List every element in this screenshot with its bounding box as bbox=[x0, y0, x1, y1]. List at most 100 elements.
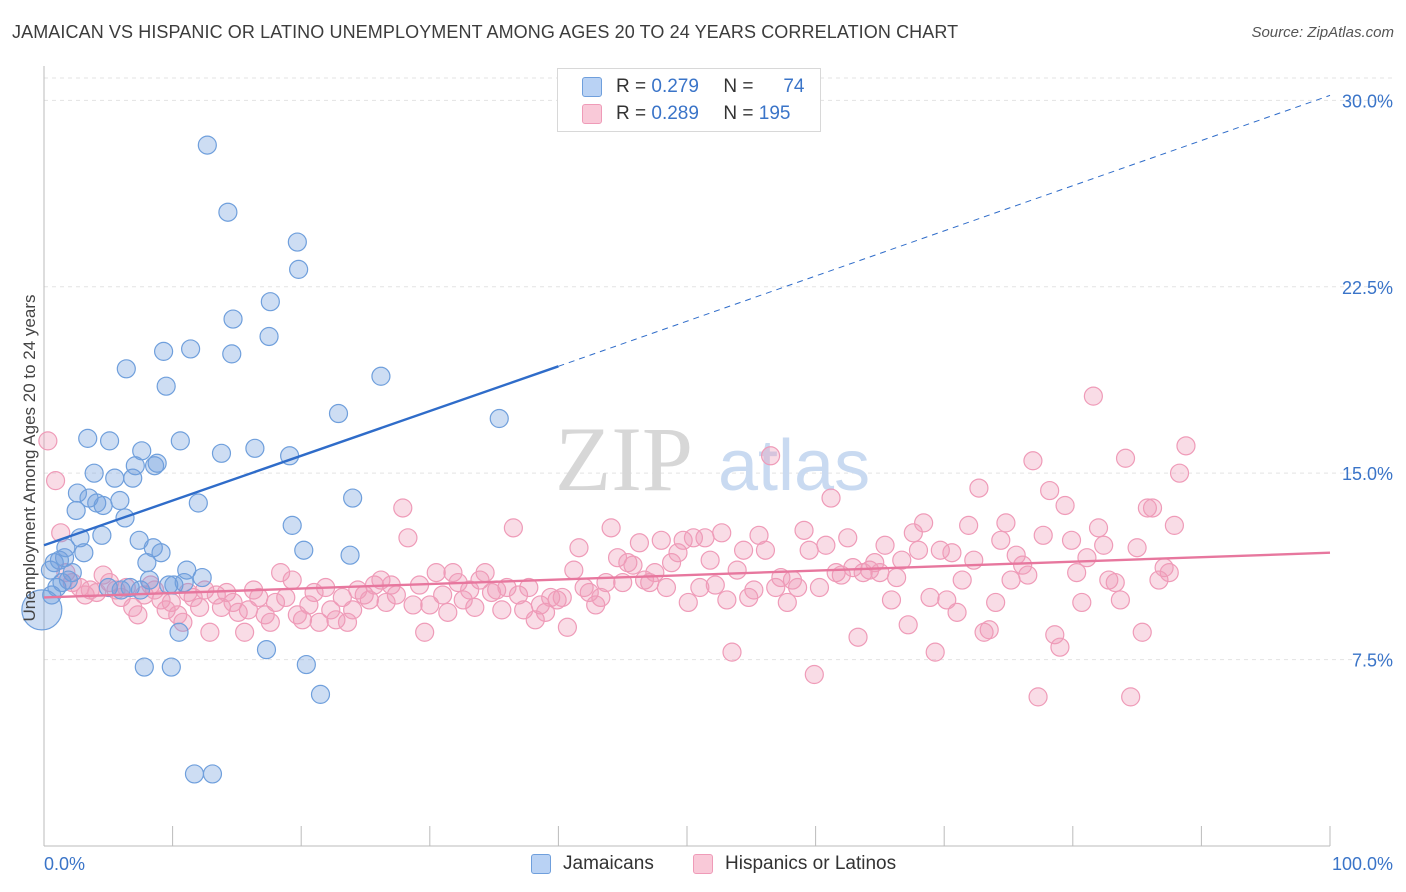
jamaicans-point bbox=[296, 654, 316, 675]
hispanics-point bbox=[760, 446, 781, 466]
jamaicans-point bbox=[123, 468, 143, 488]
hispanics-point bbox=[1159, 563, 1179, 583]
jamaicans-point bbox=[92, 525, 112, 545]
jamaicans-point bbox=[105, 468, 125, 488]
jamaicans-point bbox=[78, 428, 98, 448]
jamaicans-point bbox=[21, 589, 63, 631]
jamaicans-point bbox=[197, 135, 217, 155]
hispanics-point bbox=[695, 528, 715, 548]
hispanics-point bbox=[996, 513, 1016, 533]
hispanics-point bbox=[93, 565, 113, 585]
hispanics-point bbox=[744, 580, 764, 600]
jamaicans-point bbox=[188, 493, 208, 513]
hispanics-point bbox=[898, 615, 918, 635]
hispanics-point bbox=[892, 550, 912, 570]
hispanics-point bbox=[433, 585, 453, 605]
jamaicans-point bbox=[99, 431, 120, 451]
hispanics-point bbox=[453, 590, 473, 610]
hispanics-point bbox=[1088, 518, 1109, 538]
hispanics-point bbox=[1142, 498, 1163, 518]
jamaicans-points bbox=[21, 135, 509, 784]
n-label: N = bbox=[723, 76, 754, 97]
hispanics-point bbox=[271, 563, 291, 583]
hispanics-point bbox=[426, 563, 446, 583]
hispanics-point bbox=[903, 523, 923, 543]
hispanics-point bbox=[465, 597, 485, 617]
hispanics-point bbox=[38, 431, 58, 451]
hispanics-point bbox=[200, 622, 220, 642]
y-tick-label: 15.0% bbox=[1342, 464, 1393, 484]
jamaicans-point bbox=[343, 488, 363, 508]
x-tick-label: 100.0% bbox=[1332, 854, 1393, 874]
jamaicans-point bbox=[147, 453, 167, 473]
jamaicans-point bbox=[223, 309, 243, 329]
hispanics-point bbox=[1137, 498, 1157, 518]
jamaicans-point bbox=[62, 563, 82, 583]
hispanics-point bbox=[332, 587, 352, 608]
n-value: 74 bbox=[783, 76, 805, 97]
hispanics-point bbox=[420, 595, 440, 615]
hispanics-point bbox=[591, 587, 611, 608]
hispanics-point bbox=[1169, 463, 1190, 483]
hispanics-point bbox=[337, 612, 358, 632]
jamaicans-legend-label: Jamaicans bbox=[563, 853, 654, 874]
hispanics-point bbox=[870, 563, 890, 583]
hispanics-point bbox=[618, 553, 638, 573]
hispanics-point bbox=[1045, 625, 1065, 645]
n-label: N = bbox=[723, 103, 754, 124]
hispanics-point bbox=[481, 582, 502, 603]
hispanics-point bbox=[1040, 480, 1060, 501]
hispanics-point bbox=[492, 600, 512, 620]
hispanics-point bbox=[128, 605, 148, 625]
hispanics-point bbox=[930, 540, 950, 560]
x-tick-label: 0.0% bbox=[44, 854, 85, 874]
hispanics-point bbox=[1055, 495, 1075, 516]
jamaicans-trendline-extension bbox=[558, 94, 1331, 367]
hispanics-point bbox=[821, 488, 841, 508]
jamaicans-point bbox=[110, 490, 130, 511]
watermark-zip: ZIP bbox=[555, 408, 693, 510]
jamaicans-point bbox=[192, 567, 212, 588]
jamaicans-point bbox=[181, 339, 201, 359]
hispanics-point bbox=[908, 540, 929, 560]
hispanics-point bbox=[991, 530, 1011, 550]
jamaicans-point bbox=[93, 495, 113, 516]
axes bbox=[43, 66, 1331, 847]
hispanics-point bbox=[45, 471, 66, 491]
axis-labels: 7.5% 15.0% 22.5% 30.0% 0.0% 100.0% Unemploymen… bbox=[20, 91, 1393, 874]
hispanics-point bbox=[816, 535, 836, 555]
y-tick-label: 22.5% bbox=[1342, 278, 1393, 298]
hispanics-point bbox=[947, 602, 967, 622]
hispanics-point bbox=[552, 587, 572, 608]
jamaicans-point bbox=[211, 443, 232, 463]
hispanics-point bbox=[645, 563, 665, 583]
jamaicans-point bbox=[134, 657, 154, 677]
hispanics-point bbox=[569, 538, 589, 558]
hispanics-point bbox=[596, 572, 616, 593]
jamaicans-point bbox=[116, 359, 136, 379]
hispanics-point bbox=[398, 528, 418, 548]
hispanics-point bbox=[678, 592, 698, 613]
hispanics-point bbox=[937, 590, 957, 610]
hispanics-point bbox=[722, 642, 742, 662]
r-label: R = bbox=[616, 76, 647, 97]
hispanics-point bbox=[1061, 530, 1082, 550]
watermark: ZIP atlas bbox=[555, 408, 870, 510]
hispanics-point bbox=[925, 642, 945, 662]
hispanics-point bbox=[848, 627, 868, 647]
hispanics-point bbox=[547, 590, 567, 610]
jamaicans-point bbox=[153, 341, 174, 361]
jamaicans-point bbox=[340, 545, 360, 565]
hispanics-point bbox=[969, 478, 989, 498]
hispanics-point bbox=[690, 577, 710, 598]
chart-title: JAMAICAN VS HISPANIC OR LATINO UNEMPLOYM… bbox=[12, 22, 959, 42]
hispanics-point bbox=[787, 577, 808, 598]
jamaicans-point bbox=[132, 441, 152, 461]
jamaicans-point bbox=[222, 344, 242, 364]
hispanics-point bbox=[557, 617, 578, 637]
jamaicans-point bbox=[287, 232, 307, 252]
hispanics-point bbox=[794, 520, 814, 540]
hispanics-point bbox=[1110, 590, 1130, 610]
jamaicans-point bbox=[169, 622, 189, 642]
